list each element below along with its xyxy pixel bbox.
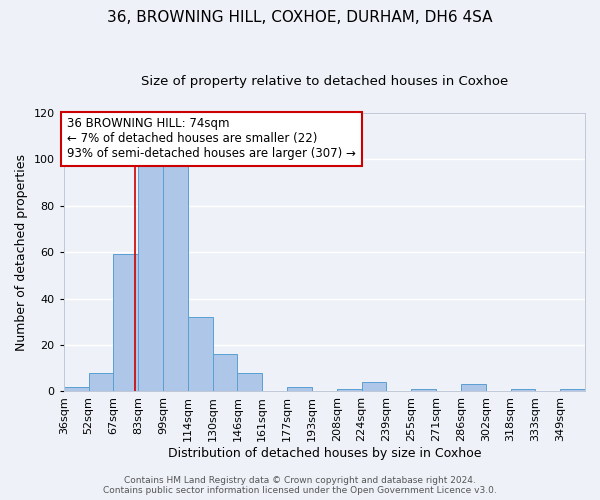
Y-axis label: Number of detached properties: Number of detached properties — [15, 154, 28, 350]
Bar — [461, 384, 486, 392]
Text: Contains HM Land Registry data © Crown copyright and database right 2024.
Contai: Contains HM Land Registry data © Crown c… — [103, 476, 497, 495]
Bar — [212, 354, 238, 392]
Bar — [138, 159, 163, 392]
Text: 36, BROWNING HILL, COXHOE, DURHAM, DH6 4SA: 36, BROWNING HILL, COXHOE, DURHAM, DH6 4… — [107, 10, 493, 25]
Bar — [238, 373, 262, 392]
Title: Size of property relative to detached houses in Coxhoe: Size of property relative to detached ho… — [141, 75, 508, 88]
Bar — [89, 373, 113, 392]
Bar — [163, 166, 188, 392]
Bar — [64, 387, 89, 392]
Bar — [362, 382, 386, 392]
Bar — [113, 254, 138, 392]
X-axis label: Distribution of detached houses by size in Coxhoe: Distribution of detached houses by size … — [167, 447, 481, 460]
Bar — [287, 387, 312, 392]
Text: 36 BROWNING HILL: 74sqm
← 7% of detached houses are smaller (22)
93% of semi-det: 36 BROWNING HILL: 74sqm ← 7% of detached… — [67, 118, 356, 160]
Bar — [188, 317, 212, 392]
Bar — [337, 389, 362, 392]
Bar — [560, 389, 585, 392]
Bar — [411, 389, 436, 392]
Bar — [511, 389, 535, 392]
